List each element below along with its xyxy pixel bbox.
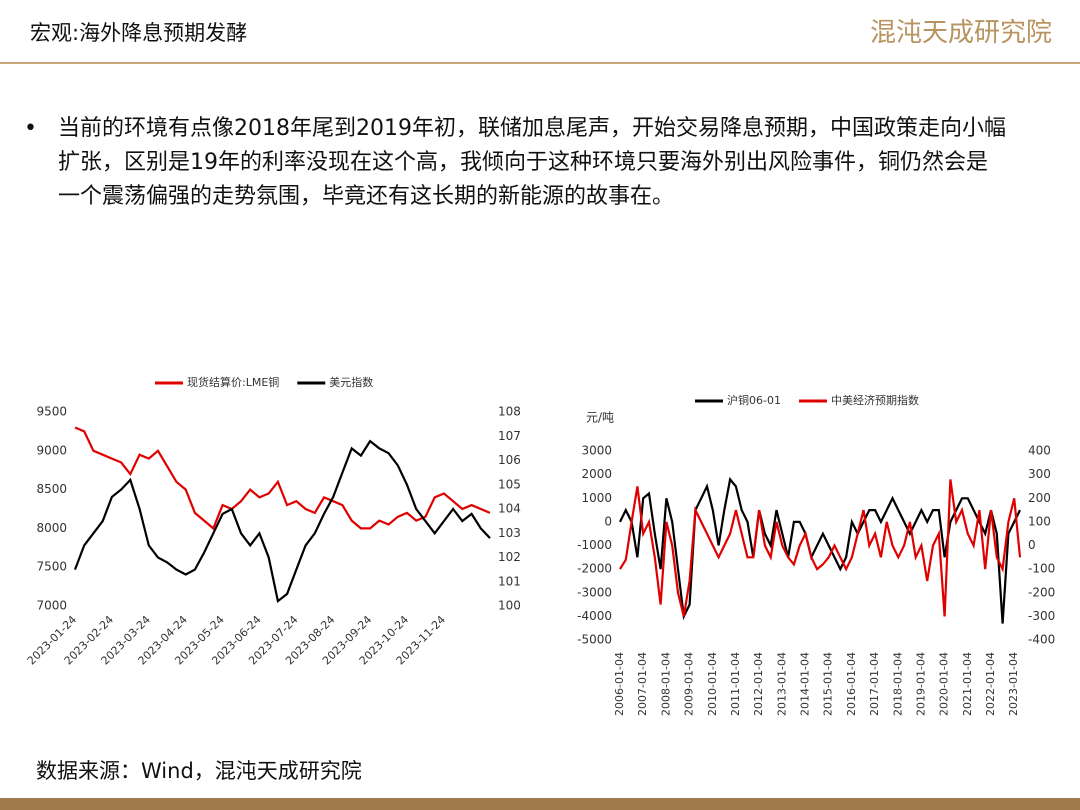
y2-tick-label: 107	[498, 429, 521, 443]
x-tick-label: 2022-01-04	[984, 652, 997, 716]
y2-tick-label: 300	[1028, 467, 1051, 481]
y-tick-label: 9500	[36, 405, 67, 419]
series-line	[619, 479, 1022, 617]
y2-tick-label: 100	[498, 599, 521, 613]
y-tick-label: -4000	[577, 609, 612, 623]
y-tick-label: -2000	[577, 562, 612, 576]
bullet-dot: •	[24, 116, 37, 141]
legend-label: 美元指数	[329, 375, 373, 389]
source: 数据来源：Wind，混沌天成研究院	[36, 759, 362, 783]
bullet: • 当前的环境有点像2018年尾到2019年初，联储加息尾声，开始交易降息预期，中…	[24, 112, 1008, 214]
logo: 混沌天成研究院	[870, 18, 1052, 48]
y-tick-label: 9000	[36, 443, 67, 457]
y2-tick-label: 0	[1028, 538, 1036, 552]
y2-tick-label: 108	[498, 405, 521, 419]
y2-tick-label: -400	[1028, 633, 1055, 647]
y2-tick-label: 200	[1028, 491, 1051, 505]
x-tick-label: 2021-01-04	[961, 652, 974, 716]
y2-tick-label: -100	[1028, 562, 1055, 576]
series-line	[74, 426, 491, 531]
y-axis-label: 元/吨	[586, 411, 614, 425]
bullet-text: 当前的环境有点像2018年尾到2019年初，联储加息尾声，开始交易降息预期，中国…	[58, 116, 1006, 209]
y2-tick-label: 104	[498, 502, 521, 516]
x-tick-label: 2012-01-04	[752, 652, 765, 716]
series-line	[619, 476, 1021, 624]
x-tick-label: 2018-01-04	[891, 652, 904, 716]
x-tick-label: 2008-01-04	[659, 652, 672, 716]
y-tick-label: -1000	[577, 538, 612, 552]
y2-tick-label: 103	[498, 526, 521, 540]
y2-tick-label: 100	[1028, 514, 1051, 528]
y2-tick-label: -300	[1028, 609, 1055, 623]
x-tick-label: 2019-01-04	[914, 652, 927, 716]
x-tick-label: 2014-01-04	[799, 652, 812, 716]
y-tick-label: 7000	[36, 599, 67, 613]
legend-label: 沪铜06-01	[727, 393, 781, 407]
y2-tick-label: 102	[498, 550, 521, 564]
y-tick-label: 1000	[581, 491, 612, 505]
y2-tick-label: 101	[498, 574, 521, 588]
legend-label: 现货结算价:LME铜	[187, 375, 279, 389]
y2-tick-label: -200	[1028, 585, 1055, 599]
y-tick-label: 8000	[36, 521, 67, 535]
x-tick-label: 2010-01-04	[706, 652, 719, 716]
y-tick-label: 8500	[36, 482, 67, 496]
header-rule	[0, 62, 1080, 64]
legend-label: 中美经济预期指数	[831, 393, 919, 407]
x-tick-label: 2015-01-04	[822, 652, 835, 716]
x-tick-label: 2013-01-04	[775, 652, 788, 716]
y2-tick-label: 105	[498, 477, 521, 491]
y-tick-label: 2000	[581, 467, 612, 481]
series-line	[73, 439, 491, 604]
x-tick-label: 2009-01-04	[683, 652, 696, 716]
x-tick-label: 2006-01-04	[613, 652, 626, 716]
x-tick-label: 2011-01-04	[729, 652, 742, 716]
y-tick-label: -5000	[577, 633, 612, 647]
y-tick-label: -3000	[577, 585, 612, 599]
y-tick-label: 7500	[36, 560, 67, 574]
y2-tick-label: 106	[498, 453, 521, 467]
title: 宏观:海外降息预期发酵	[30, 21, 247, 45]
y2-tick-label: 400	[1028, 444, 1051, 458]
y-tick-label: 3000	[581, 444, 612, 458]
x-tick-label: 2007-01-04	[636, 652, 649, 716]
x-tick-label: 2017-01-04	[868, 652, 881, 716]
footer-bar	[0, 798, 1080, 810]
x-tick-label: 2023-01-04	[1007, 652, 1020, 716]
x-tick-label: 2020-01-04	[938, 652, 951, 716]
y-tick-label: 0	[604, 514, 612, 528]
x-tick-label: 2016-01-04	[845, 652, 858, 716]
